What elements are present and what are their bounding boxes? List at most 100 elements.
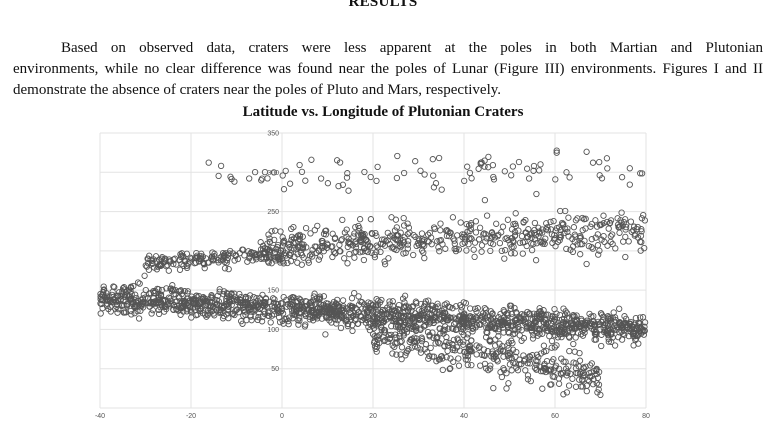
data-point bbox=[463, 247, 470, 254]
data-point bbox=[630, 330, 637, 338]
data-point bbox=[426, 352, 433, 360]
data-point bbox=[444, 347, 451, 355]
data-point bbox=[269, 295, 277, 302]
data-point bbox=[280, 237, 288, 244]
data-point bbox=[611, 342, 619, 349]
data-point bbox=[582, 363, 589, 370]
data-point bbox=[326, 310, 333, 317]
data-point bbox=[489, 317, 496, 324]
data-point bbox=[417, 346, 424, 353]
data-point bbox=[391, 227, 399, 234]
data-point bbox=[415, 241, 423, 249]
data-point bbox=[523, 165, 531, 172]
data-point bbox=[505, 380, 512, 387]
data-point bbox=[508, 172, 515, 179]
data-point bbox=[522, 320, 529, 327]
data-point bbox=[451, 237, 458, 244]
data-point bbox=[393, 351, 400, 358]
data-point bbox=[310, 317, 317, 324]
data-point bbox=[442, 316, 450, 323]
data-point bbox=[464, 361, 471, 369]
data-point bbox=[209, 249, 216, 256]
data-point bbox=[384, 229, 391, 237]
data-point bbox=[611, 314, 619, 321]
data-point bbox=[435, 154, 443, 162]
data-point bbox=[533, 357, 540, 365]
data-point bbox=[526, 353, 533, 360]
data-point bbox=[259, 245, 267, 253]
data-point bbox=[597, 310, 605, 317]
data-point bbox=[393, 224, 400, 231]
data-point bbox=[399, 295, 407, 302]
data-point bbox=[369, 230, 376, 237]
data-point bbox=[531, 219, 539, 227]
data-point bbox=[378, 309, 385, 316]
data-point bbox=[352, 223, 359, 231]
data-point bbox=[125, 293, 133, 300]
data-point bbox=[598, 175, 606, 182]
data-point bbox=[324, 303, 331, 310]
data-point bbox=[579, 383, 586, 390]
data-point bbox=[302, 224, 310, 232]
data-point bbox=[547, 226, 555, 233]
data-point bbox=[308, 250, 315, 257]
data-point bbox=[525, 175, 533, 182]
data-point bbox=[385, 255, 392, 262]
data-point bbox=[310, 293, 318, 300]
data-point bbox=[630, 329, 638, 337]
data-point bbox=[405, 238, 412, 245]
data-point bbox=[572, 217, 580, 224]
data-point bbox=[260, 255, 267, 262]
data-point bbox=[412, 233, 419, 241]
data-point bbox=[286, 252, 294, 259]
data-point bbox=[598, 236, 605, 243]
data-point bbox=[414, 312, 421, 320]
data-point bbox=[181, 288, 188, 295]
data-point bbox=[603, 218, 611, 226]
data-point bbox=[155, 294, 162, 302]
data-point bbox=[183, 308, 190, 315]
data-point bbox=[320, 304, 327, 311]
data-point bbox=[439, 366, 446, 374]
data-point bbox=[136, 280, 143, 287]
data-point bbox=[563, 245, 570, 253]
data-point bbox=[344, 170, 351, 177]
data-point bbox=[583, 148, 590, 155]
data-point bbox=[531, 235, 539, 242]
data-point bbox=[135, 315, 143, 322]
data-point bbox=[557, 207, 564, 215]
data-point bbox=[373, 177, 380, 185]
data-point bbox=[433, 310, 440, 317]
data-point bbox=[424, 231, 432, 238]
data-point bbox=[393, 334, 400, 341]
data-point bbox=[437, 353, 445, 360]
data-point bbox=[607, 233, 614, 240]
data-point bbox=[143, 263, 151, 270]
data-point bbox=[279, 172, 286, 179]
data-point bbox=[228, 175, 235, 183]
data-point bbox=[298, 168, 306, 176]
data-point bbox=[472, 218, 480, 225]
data-point bbox=[247, 313, 254, 320]
data-point bbox=[373, 295, 380, 303]
data-point bbox=[388, 331, 395, 339]
data-point bbox=[553, 149, 560, 156]
data-point bbox=[551, 305, 558, 313]
data-point bbox=[434, 300, 441, 307]
data-point bbox=[605, 314, 613, 321]
data-point bbox=[528, 246, 536, 254]
data-point bbox=[605, 225, 612, 232]
data-point bbox=[372, 345, 379, 353]
data-point bbox=[569, 375, 576, 382]
data-point bbox=[515, 326, 522, 333]
data-point bbox=[528, 234, 535, 241]
data-point bbox=[271, 311, 278, 318]
data-point bbox=[595, 386, 602, 393]
data-point bbox=[99, 304, 106, 312]
y-tick-label: 200 bbox=[267, 248, 279, 255]
data-point bbox=[388, 214, 395, 221]
data-point bbox=[482, 238, 489, 245]
data-point bbox=[580, 372, 588, 379]
data-point bbox=[367, 173, 374, 181]
data-point bbox=[591, 322, 599, 329]
